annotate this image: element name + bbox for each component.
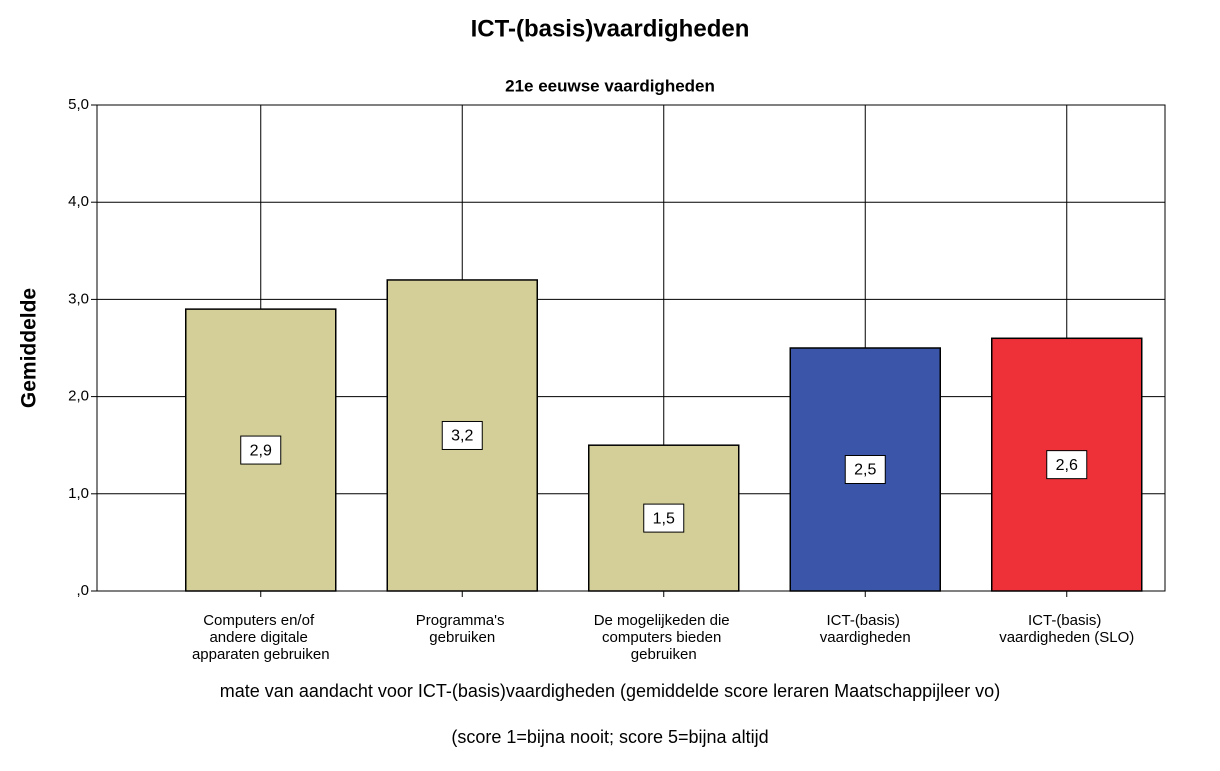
x-tick-label: Programma's gebruiken <box>416 612 509 646</box>
chart-subtitle: 21e eeuwse vaardigheden <box>505 76 715 95</box>
x-tick-label: Computers en/of andere digitale apparate… <box>192 612 330 663</box>
y-tick-label: 3,0 <box>68 290 89 307</box>
chart-title: ICT-(basis)vaardigheden <box>471 15 750 42</box>
x-tick-label: ICT-(basis) vaardigheden (SLO) <box>999 612 1134 646</box>
value-label: 2,5 <box>854 462 876 479</box>
value-label-box <box>643 503 685 533</box>
y-tick-label: 2,0 <box>68 388 89 405</box>
value-label: 2,9 <box>250 442 272 459</box>
x-axis-label: mate van aandacht voor ICT-(basis)vaardi… <box>220 681 1000 701</box>
y-axis-label: Gemiddelde <box>18 288 41 408</box>
value-label-box <box>240 435 282 465</box>
y-tick-label: 4,0 <box>68 193 89 210</box>
y-tick-label: 1,0 <box>68 485 89 502</box>
value-label: 1,5 <box>653 510 675 527</box>
x-tick-label: De mogelijkeden die computers bieden geb… <box>594 612 734 663</box>
value-label-box <box>1046 450 1088 480</box>
value-label: 2,6 <box>1056 457 1078 474</box>
value-label-box <box>844 455 886 484</box>
value-label-box <box>441 420 483 450</box>
value-label: 3,2 <box>451 428 473 445</box>
note: (score 1=bijna nooit; score 5=bijna alti… <box>451 727 768 747</box>
y-tick-label: 5,0 <box>68 96 89 113</box>
x-tick-label: ICT-(basis) vaardigheden <box>820 612 911 646</box>
y-tick-label: ,0 <box>76 582 89 599</box>
